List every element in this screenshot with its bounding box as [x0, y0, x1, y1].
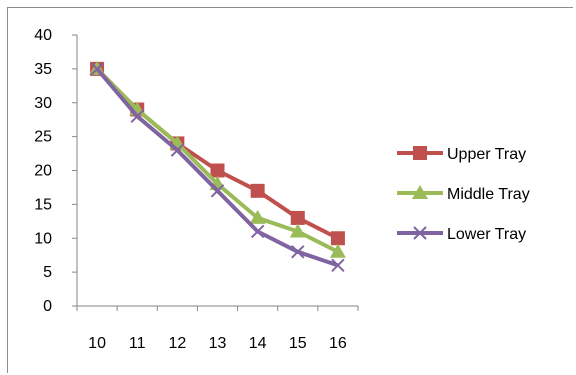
- marker-stroke: [250, 224, 265, 239]
- marker-stroke: [210, 184, 225, 198]
- data-point-lower-tray: [90, 62, 104, 76]
- data-point-lower-tray: [291, 245, 305, 259]
- y-tick-label: 30: [34, 95, 52, 112]
- marker-stroke: [291, 245, 305, 259]
- data-point-middle-tray: [249, 209, 266, 224]
- legend-item-upper-tray: Upper Tray: [397, 146, 526, 163]
- marker-stroke: [90, 62, 104, 76]
- legend-marker: [412, 185, 428, 199]
- legend-label: Upper Tray: [447, 146, 526, 163]
- x-tick-label: 16: [329, 335, 347, 352]
- y-tick-label: 10: [34, 230, 52, 247]
- y-tick-label: 15: [34, 196, 52, 213]
- x-tick-label: 11: [129, 335, 146, 352]
- data-point-lower-tray: [331, 258, 345, 273]
- marker-stroke: [130, 109, 144, 124]
- chart-area: [7, 7, 573, 373]
- legend-marker: [413, 226, 427, 240]
- y-tick-label: 5: [43, 264, 52, 281]
- series-middle-tray: [89, 60, 346, 258]
- x-axis: 10 11 12 13 14 15 16: [76, 305, 359, 352]
- x-tick-label: 14: [249, 335, 267, 352]
- marker-stroke: [331, 258, 345, 273]
- x-tick-label: 10: [88, 335, 106, 352]
- legend: Upper Tray Middle Tray Lower Tray: [397, 146, 530, 243]
- data-point-lower-tray: [210, 184, 225, 198]
- data-point-lower-tray: [170, 143, 185, 157]
- series-lower-tray: [90, 62, 345, 273]
- series-layer: [89, 60, 346, 273]
- y-tick-label: 0: [43, 298, 52, 315]
- y-tick-label: 20: [34, 163, 52, 180]
- y-tick-label: 35: [34, 61, 52, 78]
- data-point-upper-tray: [290, 210, 305, 225]
- legend-marker: [413, 146, 427, 160]
- y-tick-label: 25: [34, 129, 52, 146]
- data-point-lower-tray: [130, 109, 144, 124]
- data-point-middle-tray: [289, 223, 306, 238]
- marker-stroke: [170, 143, 185, 157]
- data-point-upper-tray: [210, 163, 225, 178]
- y-axis: 0 5 10 15 20 25 30 35 40: [34, 27, 78, 315]
- data-point-upper-tray: [250, 183, 265, 198]
- series-upper-tray: [90, 61, 345, 246]
- x-tick-label: 13: [209, 335, 227, 352]
- legend-label: Middle Tray: [447, 186, 530, 203]
- legend-item-middle-tray: Middle Tray: [397, 185, 530, 203]
- legend-item-lower-tray: Lower Tray: [397, 226, 526, 243]
- x-tick-label: 12: [168, 335, 186, 352]
- y-tick-label: 40: [34, 27, 52, 44]
- data-point-middle-tray: [329, 243, 346, 258]
- marker-stroke: [413, 226, 427, 240]
- data-point-upper-tray: [330, 231, 345, 246]
- x-tick-label: 15: [289, 335, 307, 352]
- legend-label: Lower Tray: [447, 226, 526, 243]
- data-point-lower-tray: [250, 224, 265, 239]
